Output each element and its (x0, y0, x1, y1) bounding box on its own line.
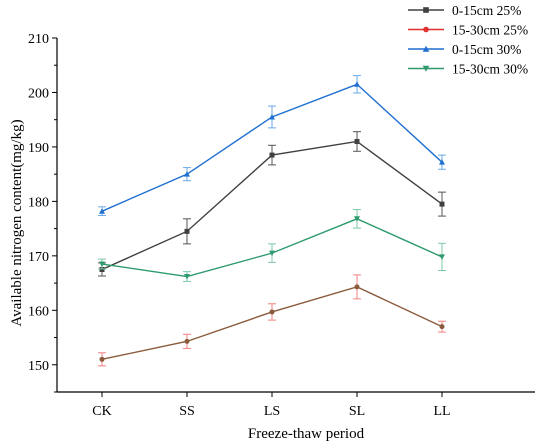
data-point (184, 274, 190, 280)
legend-swatch-marker (422, 65, 430, 72)
legend-entry-2: 15-30cm 25% (408, 23, 528, 38)
x-tick-label: SL (349, 404, 365, 419)
data-point (269, 152, 275, 158)
legend-label: 0-15cm 25% (452, 3, 521, 18)
x-tick-label: CK (92, 404, 111, 419)
data-point (354, 216, 360, 222)
data-point (99, 208, 105, 214)
series-layer (98, 75, 446, 367)
x-axis-title: Freeze-thaw period (248, 426, 365, 442)
series-1 (98, 131, 446, 277)
data-point (354, 138, 360, 144)
data-point (269, 309, 275, 315)
legend-swatch-marker (423, 7, 429, 13)
x-tick-label: SS (179, 404, 195, 419)
series-3 (98, 75, 446, 217)
legend-entry-4: 15-30cm 30% (408, 62, 528, 77)
legend-label: 15-30cm 25% (452, 23, 528, 38)
y-tick-label: 190 (28, 141, 49, 156)
data-point (99, 356, 105, 362)
data-point (184, 228, 190, 234)
y-axis-title: Available nitrogen content(mg/kg) (9, 119, 25, 326)
legend-label: 15-30cm 30% (452, 62, 528, 77)
legend-entry-1: 0-15cm 25% (408, 3, 521, 18)
data-point (99, 261, 105, 268)
series-line (101, 286, 443, 361)
y-tick-label: 180 (28, 195, 49, 210)
legend-label: 0-15cm 30% (452, 42, 521, 57)
data-point (354, 284, 360, 290)
data-point (269, 113, 275, 120)
data-point (269, 250, 275, 257)
x-tick-label: LS (264, 404, 280, 419)
x-tick-label: LL (433, 404, 450, 419)
legend-swatch-marker (422, 45, 430, 52)
legend: 0-15cm 25% 15-30cm 25% 0-15cm 30% 15-30cm 3… (408, 3, 528, 77)
data-point (184, 338, 190, 344)
y-tick-label: 200 (28, 86, 49, 101)
series-4 (98, 209, 446, 282)
data-point (439, 254, 445, 260)
y-tick-label: 160 (28, 304, 49, 319)
data-point (439, 324, 445, 330)
series-2 (98, 274, 446, 367)
data-point (99, 266, 105, 272)
legend-swatch-marker (423, 26, 429, 33)
tick-labels: 150 160 170 180 190 200 210 CK SS LS SL LL (28, 32, 451, 419)
y-tick-label: 170 (28, 250, 49, 265)
y-tick-label: 150 (28, 359, 49, 374)
y-tick-label: 210 (28, 32, 49, 47)
legend-entry-3: 0-15cm 30% (408, 42, 521, 57)
data-point (184, 171, 190, 177)
axes (52, 37, 535, 397)
data-point (354, 81, 360, 87)
data-point (439, 201, 445, 207)
data-point (439, 159, 445, 165)
